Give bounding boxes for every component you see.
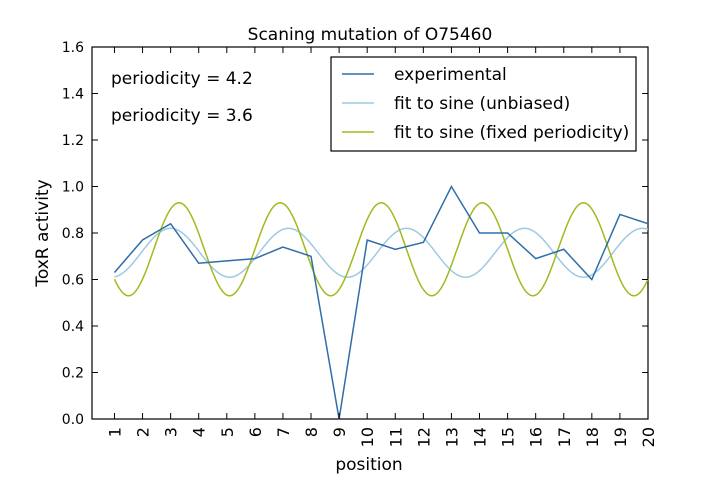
plot-lines bbox=[113, 184, 649, 420]
legend: experimental fit to sine (unbiased) fit … bbox=[330, 56, 637, 152]
x-tick-label: 13 bbox=[442, 427, 461, 447]
x-tick-label: 7 bbox=[274, 427, 293, 437]
x-tick-label: 8 bbox=[302, 427, 321, 437]
y-axis-ticks: 0.0 0.2 0.4 0.6 0.8 1.0 1.2 1.4 1.6 bbox=[62, 40, 648, 428]
y-tick-label: 0.2 bbox=[62, 366, 84, 382]
y-tick-label: 1.2 bbox=[62, 133, 84, 149]
annotation-periodicity-fixed: periodicity = 3.6 bbox=[111, 106, 253, 126]
y-tick-label: 1.0 bbox=[62, 180, 84, 196]
series-line-2 bbox=[113, 202, 649, 297]
series-line-1 bbox=[114, 227, 649, 278]
x-tick-label: 19 bbox=[611, 427, 630, 447]
annotation-periodicity-unbiased: periodicity = 4.2 bbox=[111, 69, 253, 89]
y-tick-label: 1.6 bbox=[62, 40, 84, 56]
y-tick-label: 0.0 bbox=[62, 412, 84, 428]
x-tick-label: 11 bbox=[386, 427, 405, 447]
x-tick-label: 12 bbox=[414, 427, 433, 447]
y-tick-label: 1.4 bbox=[62, 87, 84, 103]
series-line-0 bbox=[113, 184, 649, 420]
y-tick-label: 0.6 bbox=[62, 273, 84, 289]
x-axis-ticks: 1 2 3 4 5 6 7 8 9 10 11 12 13 14 15 16 17 18 19 20 bbox=[105, 47, 658, 447]
x-tick-label: 6 bbox=[246, 427, 265, 437]
x-tick-label: 3 bbox=[162, 427, 181, 437]
x-tick-label: 17 bbox=[555, 427, 574, 447]
x-tick-label: 15 bbox=[499, 427, 518, 447]
x-tick-label: 1 bbox=[105, 427, 124, 437]
x-tick-label: 16 bbox=[527, 427, 546, 447]
x-axis-label: position bbox=[335, 455, 402, 475]
x-tick-label: 10 bbox=[358, 427, 377, 447]
x-tick-label: 4 bbox=[190, 427, 209, 437]
x-tick-label: 18 bbox=[583, 427, 602, 447]
x-tick-label: 20 bbox=[639, 427, 658, 447]
x-tick-label: 9 bbox=[330, 427, 349, 437]
y-tick-label: 0.8 bbox=[62, 226, 84, 242]
y-axis-label: ToxR activity bbox=[33, 179, 53, 287]
legend-label-experimental: experimental bbox=[394, 65, 507, 85]
chart-title: Scaning mutation of O75460 bbox=[248, 25, 493, 45]
x-tick-label: 5 bbox=[218, 427, 237, 437]
legend-label-fit-unbiased: fit to sine (unbiased) bbox=[394, 94, 570, 114]
x-tick-label: 14 bbox=[471, 427, 490, 447]
legend-box bbox=[330, 56, 637, 152]
legend-label-fit-fixed: fit to sine (fixed periodicity) bbox=[394, 123, 629, 143]
y-tick-label: 0.4 bbox=[62, 319, 84, 335]
x-tick-label: 2 bbox=[134, 427, 153, 437]
